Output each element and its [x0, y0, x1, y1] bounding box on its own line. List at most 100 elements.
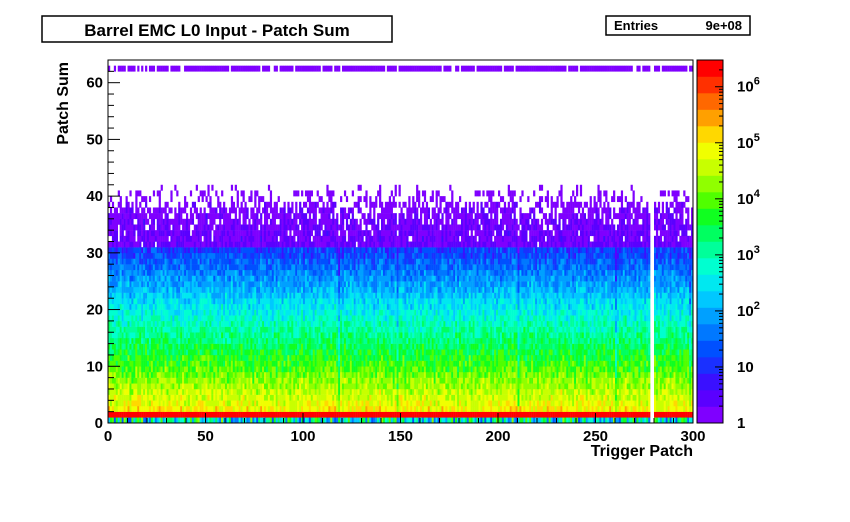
heatmap-cell — [184, 286, 187, 293]
heatmap-cell — [148, 264, 152, 271]
heatmap-cell — [154, 417, 157, 424]
heatmap-cell — [145, 275, 148, 282]
heatmap-cell — [283, 298, 286, 305]
heatmap-cell — [334, 326, 337, 333]
heatmap-cell — [273, 213, 276, 220]
heatmap-cell — [217, 371, 220, 378]
heatmap-cell — [275, 292, 278, 299]
heatmap-cell — [178, 417, 181, 424]
heatmap-cell — [250, 230, 253, 237]
heatmap-cell — [201, 218, 204, 225]
heatmap-cell — [191, 258, 195, 265]
heatmap-cell — [308, 241, 312, 248]
heatmap-cell — [310, 337, 313, 344]
heatmap-cell — [221, 405, 224, 412]
heatmap-cell — [265, 65, 269, 72]
heatmap-cell — [351, 320, 354, 327]
heatmap-cell — [340, 213, 343, 220]
heatmap-cell — [189, 377, 193, 384]
heatmap-cell — [287, 241, 290, 248]
heatmap-cell — [119, 337, 122, 344]
heatmap-cell — [129, 65, 132, 72]
heatmap-cell — [326, 388, 329, 395]
heatmap-cell — [150, 394, 154, 401]
heatmap-cell — [131, 394, 134, 401]
heatmap-cell — [303, 400, 306, 407]
heatmap-cell — [322, 286, 325, 293]
heatmap-cell — [277, 258, 280, 265]
heatmap-cell — [139, 326, 142, 333]
heatmap-cell — [275, 275, 278, 282]
heatmap-cell — [123, 224, 126, 231]
heatmap-cell — [324, 371, 327, 378]
heatmap-cell — [256, 343, 259, 350]
heatmap-cell — [240, 383, 243, 390]
heatmap-cell — [269, 320, 273, 327]
heatmap-cell — [129, 247, 132, 254]
heatmap-cell — [238, 258, 241, 265]
heatmap-cell — [240, 377, 243, 384]
heatmap-cell — [160, 303, 163, 310]
heatmap-cell — [209, 388, 212, 395]
heatmap-cell — [316, 405, 319, 412]
heatmap-cell — [326, 303, 329, 310]
heatmap-cell — [343, 269, 347, 276]
heatmap-cell — [139, 411, 142, 418]
heatmap-cell — [277, 388, 280, 395]
heatmap-cell — [357, 417, 360, 424]
heatmap-cell — [312, 241, 315, 248]
heatmap-cell — [279, 298, 282, 305]
heatmap-cell — [279, 417, 282, 424]
heatmap-cell — [187, 65, 191, 72]
heatmap-cell — [135, 247, 138, 254]
heatmap-cell — [297, 235, 300, 242]
heatmap-cell — [326, 247, 329, 254]
heatmap-cell — [123, 258, 126, 265]
heatmap-cell — [158, 354, 161, 361]
heatmap-cell — [308, 326, 312, 333]
heatmap-cell — [275, 411, 278, 418]
heatmap-cell — [193, 201, 196, 208]
heatmap-cell — [184, 201, 187, 208]
heatmap-cell — [158, 292, 161, 299]
heatmap-cell — [197, 196, 200, 203]
heatmap-cell — [225, 292, 228, 299]
heatmap-cell — [289, 326, 292, 333]
heatmap-cell — [273, 252, 276, 259]
heatmap-cell — [219, 258, 222, 265]
heatmap-cell — [205, 258, 208, 265]
heatmap-cell — [351, 190, 354, 197]
heatmap-cell — [326, 411, 329, 418]
heatmap-cell — [287, 207, 290, 214]
heatmap-cell — [256, 252, 259, 259]
heatmap-cell — [238, 417, 241, 424]
heatmap-cell — [147, 377, 150, 384]
heatmap-cell — [205, 286, 208, 293]
heatmap-cell — [262, 241, 265, 248]
heatmap-cell — [254, 383, 257, 390]
heatmap-cell — [252, 366, 255, 373]
heatmap-cell — [275, 354, 278, 361]
heatmap-cell — [283, 400, 286, 407]
heatmap-cell — [158, 207, 161, 214]
heatmap-cell — [127, 417, 130, 424]
heatmap-cell — [113, 230, 117, 237]
heatmap-cell — [342, 258, 345, 265]
heatmap-cell — [174, 269, 177, 276]
heatmap-cell — [121, 224, 124, 231]
heatmap-cell — [197, 275, 200, 282]
heatmap-cell — [308, 235, 312, 242]
heatmap-cell — [148, 275, 152, 282]
heatmap-cell — [213, 360, 216, 367]
heatmap-cell — [265, 298, 269, 305]
heatmap-cell — [351, 360, 354, 367]
heatmap-cell — [158, 224, 161, 231]
heatmap-cell — [108, 394, 111, 401]
heatmap-cell — [304, 354, 308, 361]
heatmap-cell — [326, 405, 329, 412]
heatmap-cell — [351, 230, 354, 237]
heatmap-cell — [285, 417, 288, 424]
heatmap-cell — [297, 411, 300, 418]
heatmap-cell — [314, 235, 317, 242]
heatmap-cell — [213, 371, 216, 378]
